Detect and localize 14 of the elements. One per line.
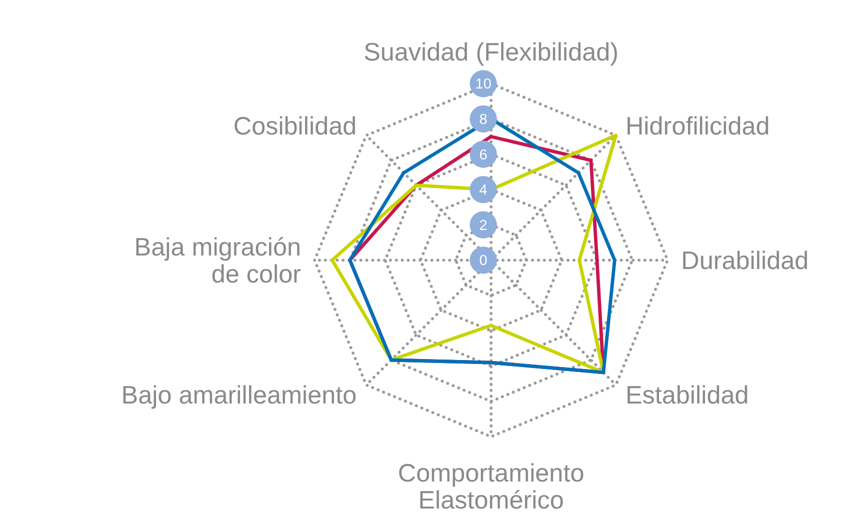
spoke-label: Estabilidad bbox=[625, 381, 749, 410]
spoke-label: Bajo amarilleamiento bbox=[121, 381, 357, 410]
y-tick-label: 8 bbox=[479, 112, 488, 128]
y-tick-label: 6 bbox=[479, 147, 488, 164]
y-tick-label: 0 bbox=[479, 253, 488, 270]
spoke-label: Durabilidad bbox=[681, 246, 809, 275]
spoke-label: Comportamiento Elastomérico bbox=[398, 459, 584, 514]
spoke-label: Baja migración de color bbox=[134, 233, 301, 288]
y-tick-label: 10 bbox=[475, 76, 492, 93]
y-tick-label: 4 bbox=[479, 182, 488, 199]
y-tick-label: 2 bbox=[479, 218, 488, 234]
spoke-label: Hidrofilicidad bbox=[625, 112, 770, 140]
spoke-label: Suavidad (Flexibilidad) bbox=[364, 38, 619, 66]
spoke-label: Cosibilidad bbox=[233, 112, 357, 140]
